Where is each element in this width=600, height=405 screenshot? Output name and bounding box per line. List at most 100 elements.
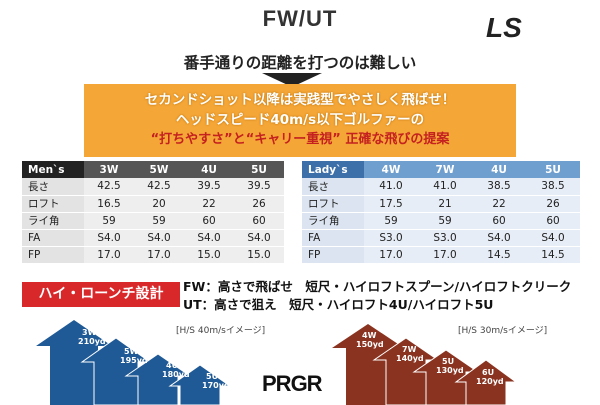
arrow-label-club: 5U (442, 357, 454, 366)
arrow-label-distance: 120yd (476, 377, 504, 386)
table-cell: 60 (472, 212, 526, 230)
table-row: ライ角 59 59 60 60 (22, 212, 284, 230)
message-banner: セカンドショット以降は実践型でやさしく飛ばせ！ ヘッドスピード40m/s以下ゴル… (84, 84, 516, 157)
table-header-cell: 4U (184, 161, 234, 178)
table-cell: 42.5 (84, 178, 134, 196)
arrow-6u (454, 359, 518, 405)
table-row: 長さ 41.0 41.0 38.5 38.5 (302, 178, 580, 196)
down-arrow-icon (262, 73, 322, 87)
table-cell: S4.0 (526, 229, 580, 247)
row-label: ライ角 (22, 212, 84, 230)
table-cell: 38.5 (472, 178, 526, 196)
row-label: ロフト (22, 195, 84, 213)
mens-hs-note: [H/S 40m/sイメージ] (176, 326, 266, 336)
table-cell: 22 (184, 195, 234, 213)
table-cell: 59 (134, 212, 184, 230)
ladies-spec-table: Lady`s 4W 7W 4U 5U 長さ 41.0 41.0 38.5 38.… (302, 161, 580, 264)
page-title: FW/UT (262, 6, 338, 31)
table-row: ロフト 17.5 21 22 26 (302, 195, 580, 213)
table-cell: 17.5 (364, 195, 418, 213)
arrow-label-club: 4W (362, 331, 377, 340)
arrow-label-club: 3W (82, 328, 97, 337)
table-row: FP 17.0 17.0 15.0 15.0 (22, 246, 284, 264)
row-label: FP (302, 246, 364, 264)
table-cell: S4.0 (234, 229, 284, 247)
table-header-cell: Men`s (22, 161, 84, 178)
table-header-cell: 5W (134, 161, 184, 178)
table-header-cell: 7W (418, 161, 472, 178)
ladies-hs-note: [H/S 30m/sイメージ] (458, 326, 548, 336)
arrow-label-club: 7W (402, 345, 417, 354)
table-row: ライ角 59 59 60 60 (302, 212, 580, 230)
row-label: 長さ (302, 178, 364, 196)
arrow-label-club: 5U (206, 372, 218, 381)
arrow-label-distance: 150yd (356, 340, 384, 349)
fw-description: FW：高さで飛ばせ 短尺・ハイロフトスプーン/ハイロフトクリーク (183, 279, 572, 294)
table-cell: 59 (84, 212, 134, 230)
table-cell: 16.5 (84, 195, 134, 213)
table-cell: 39.5 (234, 178, 284, 196)
ut-description: UT：高さで狙え 短尺・ハイロフト4U/ハイロフト5U (183, 297, 494, 312)
table-cell: 17.0 (364, 246, 418, 264)
brand-pr: PR (262, 371, 292, 396)
row-label: 長さ (22, 178, 84, 196)
row-label: FP (22, 246, 84, 264)
table-cell: S4.0 (184, 229, 234, 247)
table-cell: 17.0 (418, 246, 472, 264)
table-header-row: Lady`s 4W 7W 4U 5U (302, 161, 580, 178)
table-header-cell: Lady`s (302, 161, 364, 178)
arrow-label-club: 5W (124, 347, 139, 356)
table-cell: 26 (234, 195, 284, 213)
table-row: FA S3.0 S3.0 S4.0 S4.0 (302, 229, 580, 247)
mens-arrow-group: 3W 210yd 5W 195yd 4U 180yd 5U 170yd (36, 320, 232, 405)
table-cell: S4.0 (134, 229, 184, 247)
subtitle: 番手通りの距離を打つのは難しい (183, 54, 417, 72)
brand-gr: GR (290, 371, 323, 396)
table-cell: 60 (526, 212, 580, 230)
ls-logo: LS (486, 12, 522, 42)
table-row: ロフト 16.5 20 22 26 (22, 195, 284, 213)
table-cell: 17.0 (134, 246, 184, 264)
table-row: FA S4.0 S4.0 S4.0 S4.0 (22, 229, 284, 247)
table-row: FP 17.0 17.0 14.5 14.5 (302, 246, 580, 264)
table-cell: 41.0 (364, 178, 418, 196)
table-cell: 42.5 (134, 178, 184, 196)
arrow-label-distance: 170yd (202, 381, 230, 390)
table-header-cell: 4U (472, 161, 526, 178)
banner-line-1: セカンドショット以降は実践型でやさしく飛ばせ！ (144, 92, 456, 108)
table-cell: 14.5 (472, 246, 526, 264)
arrow-4u (124, 353, 192, 405)
table-cell: 15.0 (234, 246, 284, 264)
arrow-label-distance: 140yd (396, 354, 424, 363)
table-cell: 22 (472, 195, 526, 213)
hi-launch-badge: ハイ・ローンチ設計 (22, 282, 180, 307)
table-cell: 14.5 (526, 246, 580, 264)
table-header-cell: 4W (364, 161, 418, 178)
table-cell: 17.0 (84, 246, 134, 264)
arrow-label-distance: 180yd (162, 370, 190, 379)
table-cell: 26 (526, 195, 580, 213)
table-cell: 59 (364, 212, 418, 230)
table-header-cell: 5U (234, 161, 284, 178)
table-cell: 60 (184, 212, 234, 230)
arrow-label-club: 6U (482, 368, 494, 377)
banner-line-3: “打ちやすさ”と“キャリー重視” 正確な飛びの提案 (150, 132, 450, 147)
table-cell: 59 (418, 212, 472, 230)
row-label: ライ角 (302, 212, 364, 230)
table-cell: 21 (418, 195, 472, 213)
table-cell: 60 (234, 212, 284, 230)
prgr-logo: PRGR (262, 371, 323, 397)
table-cell: 20 (134, 195, 184, 213)
distance-arrows: 3W 210yd 5W 195yd 4U 180yd 5U 170yd 4W 1… (36, 320, 518, 405)
table-cell: S4.0 (472, 229, 526, 247)
arrow-label-distance: 210yd (78, 337, 106, 346)
arrow-3w (36, 320, 112, 405)
table-cell: S3.0 (364, 229, 418, 247)
arrow-label-distance: 195yd (120, 356, 148, 365)
table-header-row: Men`s 3W 5W 4U 5U (22, 161, 284, 178)
table-row: 長さ 42.5 42.5 39.5 39.5 (22, 178, 284, 196)
table-cell: 39.5 (184, 178, 234, 196)
table-header-cell: 3W (84, 161, 134, 178)
table-header-cell: 5U (526, 161, 580, 178)
arrow-label-club: 4U (166, 361, 178, 370)
